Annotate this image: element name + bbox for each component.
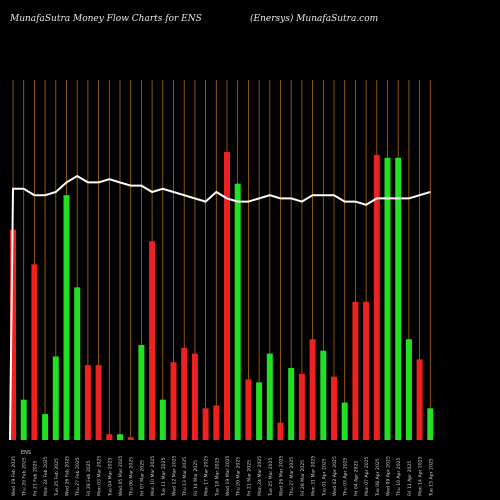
x-tick-labels: Wed 19 Feb 2025 Thu 20 Feb 2025 Fri 21 Feb… bbox=[11, 455, 434, 497]
bar bbox=[10, 229, 16, 440]
bar bbox=[320, 350, 327, 440]
x-tick-label: Fri 21 Feb 2025 bbox=[32, 460, 38, 496]
x-tick-label: Wed 12 Mar 2025 bbox=[172, 455, 178, 496]
x-tick-label: Wed 09 Apr 2025 bbox=[386, 456, 392, 496]
x-tick-label: Mon 24 Feb 2025 bbox=[43, 456, 49, 496]
x-tick-label: Fri 07 Mar 2025 bbox=[139, 460, 145, 496]
bar bbox=[213, 405, 220, 440]
x-tick-label: Thu 27 Feb 2025 bbox=[75, 457, 81, 497]
bar bbox=[181, 347, 188, 440]
x-tick-label: Thu 10 Apr 2025 bbox=[396, 457, 402, 497]
bar bbox=[363, 301, 370, 440]
bar bbox=[256, 382, 263, 440]
bar bbox=[127, 437, 134, 440]
x-tick-label: Fri 28 Mar 2025 bbox=[300, 460, 306, 496]
x-tick-label: Wed 26 Feb 2025 bbox=[65, 456, 71, 496]
x-tick-label: Fri 14 Mar 2025 bbox=[193, 460, 199, 496]
bar bbox=[138, 344, 145, 440]
x-tick-label: Mon 24 Mar 2025 bbox=[257, 456, 263, 496]
bar bbox=[373, 154, 380, 440]
bar bbox=[95, 365, 102, 440]
bar bbox=[416, 359, 423, 440]
x-tick-label: Tue 25 Feb 2025 bbox=[54, 458, 60, 497]
bar bbox=[341, 402, 348, 440]
x-tick-label: Thu 13 Mar 2025 bbox=[182, 457, 188, 497]
x-tick-label: Thu 06 Mar 2025 bbox=[129, 457, 135, 497]
bar bbox=[52, 356, 59, 440]
x-tick-label: Wed 19 Mar 2025 bbox=[225, 455, 231, 496]
bar bbox=[63, 195, 70, 440]
bar bbox=[309, 339, 316, 440]
x-tick-label: Tue 08 Apr 2025 bbox=[375, 458, 381, 497]
bar bbox=[106, 434, 113, 440]
x-tick-label: Mon 17 Mar 2025 bbox=[204, 456, 210, 496]
bar bbox=[234, 183, 241, 440]
symbol-label: ENS bbox=[21, 450, 31, 456]
bar bbox=[266, 353, 273, 440]
bar bbox=[117, 434, 123, 440]
bar-series bbox=[10, 152, 434, 440]
bar bbox=[427, 408, 434, 440]
bar bbox=[74, 287, 81, 440]
chart-title: MunafaSutra Money Flow Charts for ENS bbox=[10, 14, 202, 24]
x-tick-label: Mon 10 Mar 2025 bbox=[150, 456, 156, 496]
x-tick-label: Wed 19 Feb 2025 bbox=[11, 456, 17, 496]
bar bbox=[149, 241, 156, 440]
bar bbox=[288, 368, 295, 440]
bar bbox=[405, 339, 412, 440]
bar bbox=[191, 353, 198, 440]
x-tick-label: Tue 15 Apr 2025 bbox=[428, 458, 434, 497]
x-tick-label: Wed 02 Apr 2025 bbox=[332, 456, 338, 496]
x-tick-label: Tue 01 Apr 2025 bbox=[321, 458, 327, 497]
x-tick-label: Mon 03 Mar 2025 bbox=[97, 456, 103, 496]
x-tick-label: Wed 05 Mar 2025 bbox=[118, 455, 124, 496]
x-tick-label: Fri 21 Mar 2025 bbox=[246, 460, 252, 496]
bar bbox=[84, 365, 91, 440]
bar bbox=[170, 362, 177, 440]
bar bbox=[277, 422, 284, 440]
x-tick-label: Thu 27 Mar 2025 bbox=[289, 457, 295, 497]
x-tick-label: Mon 07 Apr 2025 bbox=[364, 456, 370, 496]
x-tick-label: Thu 20 Mar 2025 bbox=[236, 457, 242, 497]
bar bbox=[395, 157, 402, 440]
x-tick-label: Tue 18 Mar 2025 bbox=[214, 457, 220, 497]
bar bbox=[159, 399, 166, 440]
x-tick-label: Thu 03 Apr 2025 bbox=[343, 457, 349, 497]
bar bbox=[31, 264, 38, 440]
money-flow-line bbox=[9, 174, 431, 441]
bar bbox=[331, 376, 337, 440]
x-tick-label: Fri 04 Apr 2025 bbox=[353, 461, 359, 496]
bar bbox=[42, 414, 49, 440]
x-tick-label: Fri 28 Feb 2025 bbox=[86, 460, 92, 496]
bar bbox=[298, 373, 305, 440]
x-tick-label: Thu 20 Feb 2025 bbox=[22, 457, 28, 497]
x-tick-label: Tue 11 Mar 2025 bbox=[161, 457, 167, 497]
x-tick-label: Wed 26 Mar 2025 bbox=[279, 455, 285, 496]
x-tick-label: Mon 14 Apr 2025 bbox=[418, 456, 424, 496]
bar bbox=[20, 399, 27, 440]
x-tick-label: Mon 31 Mar 2025 bbox=[311, 456, 317, 496]
line-series bbox=[9, 174, 431, 441]
bar bbox=[245, 379, 252, 440]
bar bbox=[352, 301, 359, 440]
chart-subtitle: (Enersys) MunafaSutra.com bbox=[250, 14, 379, 24]
x-tick-label: Fri 11 Apr 2025 bbox=[407, 461, 413, 496]
x-tick-label: Tue 04 Mar 2025 bbox=[107, 457, 113, 497]
bar bbox=[384, 157, 391, 440]
x-tick-label: Tue 25 Mar 2025 bbox=[268, 457, 274, 497]
bar bbox=[224, 152, 230, 440]
bar bbox=[202, 408, 209, 440]
